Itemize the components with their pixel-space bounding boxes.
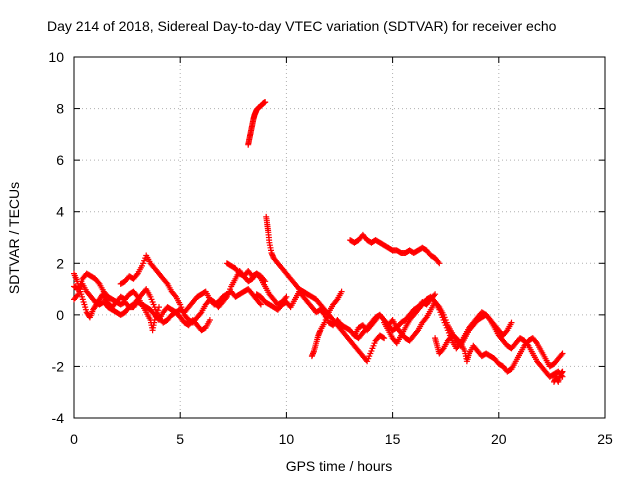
x-tick-label: 25 [597, 431, 613, 447]
data-point [283, 293, 290, 300]
series-arc-n [551, 368, 566, 385]
x-tick-label: 20 [491, 431, 507, 447]
data-point [508, 319, 515, 326]
x-axis-ticks: 0 5 10 15 20 25 [70, 57, 613, 447]
data-point [262, 99, 269, 106]
series-arc-f [245, 99, 269, 148]
series-arc-m [432, 332, 566, 375]
data-point [154, 307, 161, 314]
data-point [338, 288, 345, 295]
x-tick-label: 10 [279, 431, 295, 447]
data-point [95, 279, 102, 286]
chart-title: Day 214 of 2018, Sidereal Day-to-day VTE… [47, 18, 557, 34]
data-point [558, 351, 565, 358]
data-point [414, 328, 420, 335]
data-point [439, 346, 446, 353]
data-point [456, 338, 463, 345]
data-point [171, 292, 178, 299]
data-point [156, 304, 162, 311]
y-tick-label: 0 [56, 307, 64, 323]
x-tick-label: 0 [70, 431, 78, 447]
y-axis-label: SDTVAR / TECUs [6, 182, 22, 294]
data-point [163, 279, 170, 286]
series-arc-l [381, 293, 566, 380]
data-point [432, 291, 439, 298]
data-point [435, 259, 442, 265]
data-point [533, 338, 539, 345]
data-point [262, 278, 269, 285]
series-arc-j [347, 231, 443, 267]
data-point [133, 271, 140, 278]
x-tick-label: 5 [176, 431, 184, 447]
y-tick-label: 4 [56, 204, 64, 220]
data-point [486, 315, 493, 322]
data-point [381, 335, 388, 342]
data-point [197, 310, 204, 317]
x-tick-label: 15 [385, 431, 401, 447]
data-point [261, 277, 268, 283]
data-point [436, 260, 443, 267]
data-point [559, 350, 566, 357]
data-point [422, 315, 429, 322]
series-arc-c [71, 270, 162, 334]
data-point [380, 334, 386, 341]
y-tick-label: -4 [52, 410, 65, 426]
series-arc-e [223, 260, 269, 285]
data-point [257, 301, 264, 308]
plot-frame [73, 56, 606, 419]
series-arc-i [308, 288, 345, 360]
data-point [151, 317, 158, 323]
series-arc-g [263, 213, 388, 365]
data-point [333, 297, 340, 304]
data-point [320, 310, 327, 317]
y-axis-ticks: -4 -2 0 2 4 6 8 10 [48, 49, 605, 426]
data-point [431, 297, 437, 304]
y-tick-label: 6 [56, 152, 64, 168]
data-point [74, 292, 81, 299]
data-point [256, 300, 263, 307]
data-point [503, 328, 510, 335]
y-tick-label: -2 [52, 358, 65, 374]
data-series [71, 99, 566, 385]
y-tick-label: 8 [56, 101, 64, 117]
y-tick-label: 2 [56, 255, 64, 271]
y-tick-label: 10 [48, 49, 64, 65]
data-point [559, 368, 566, 375]
data-point [152, 313, 159, 320]
grid [74, 57, 605, 418]
data-point [222, 295, 229, 302]
data-point [153, 310, 160, 317]
data-point [206, 317, 213, 323]
x-axis-label: GPS time / hours [286, 458, 393, 474]
data-point [133, 292, 140, 299]
